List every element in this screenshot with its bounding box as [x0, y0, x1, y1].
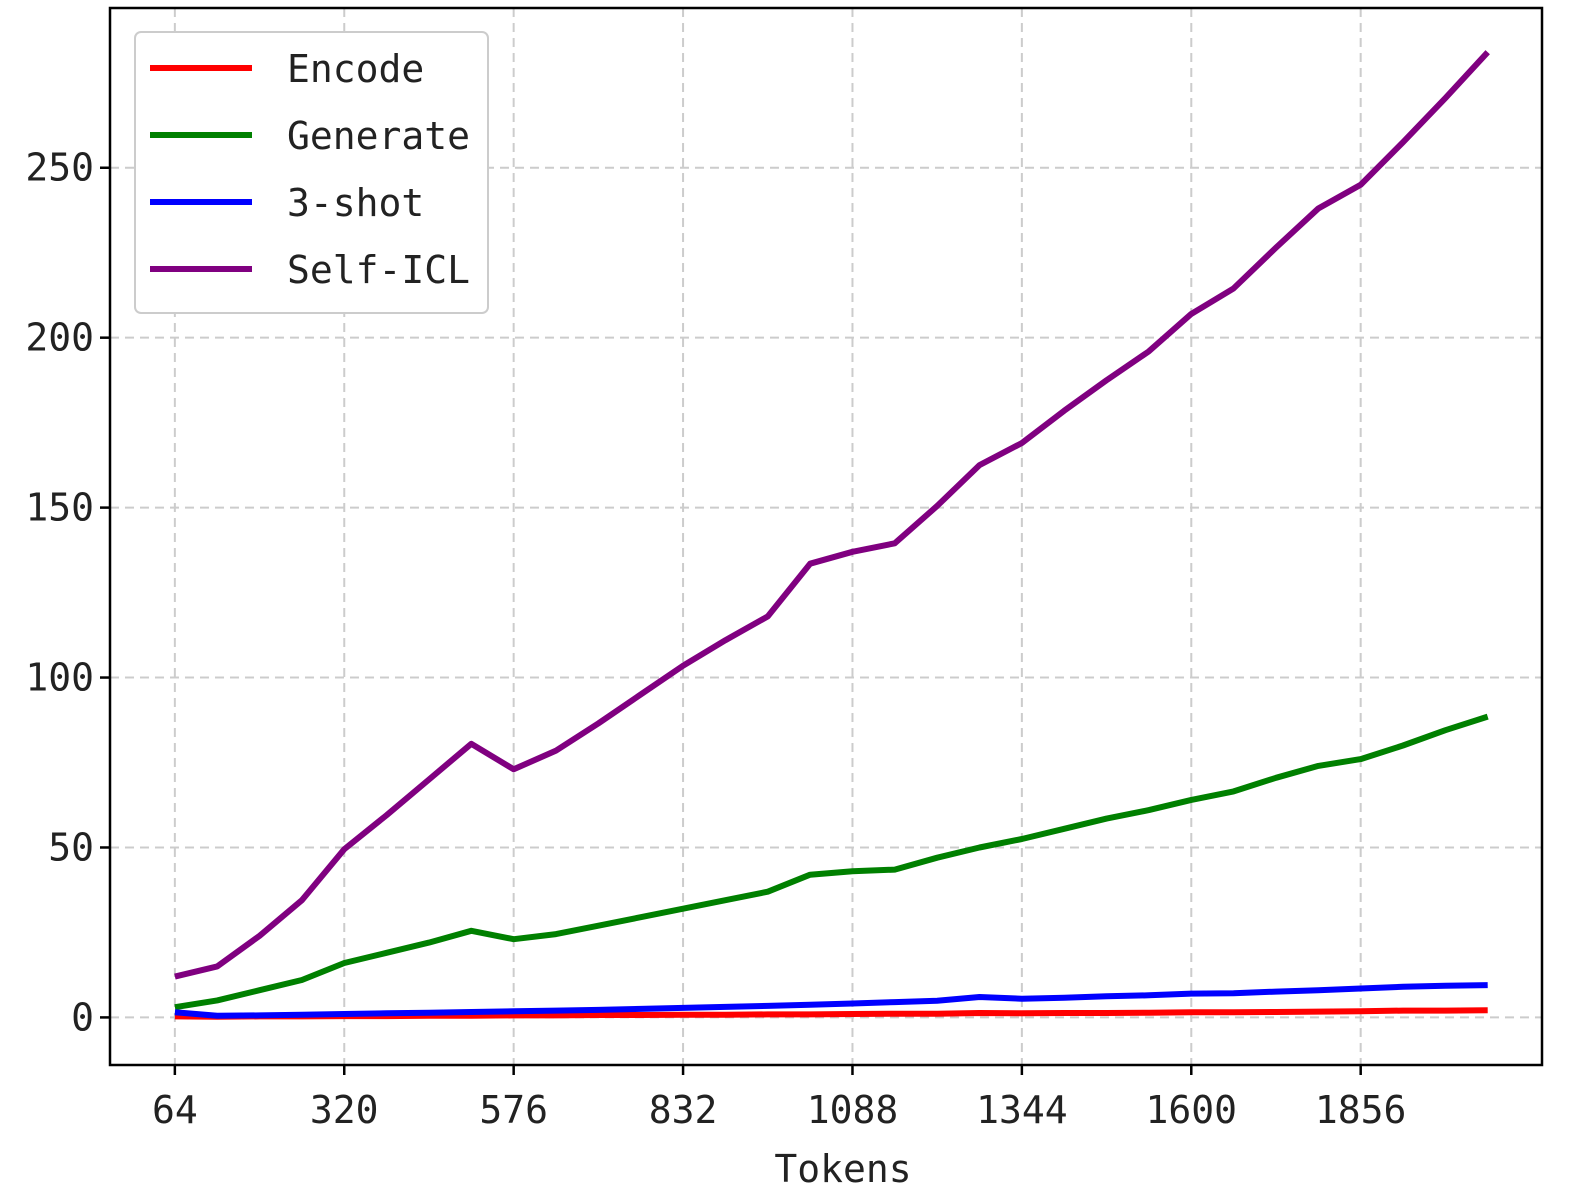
plot-frame: [108, 6, 1544, 1067]
y-tick-label: 50: [48, 825, 94, 869]
y-tick-label: 250: [25, 146, 94, 190]
y-tick-label: 0: [71, 995, 94, 1039]
series-line-self-icl: [174, 50, 1490, 980]
x-tick-label: 1600: [1146, 1088, 1238, 1132]
series-line-3-shot: [174, 982, 1488, 1019]
series-lines: [174, 50, 1490, 1020]
x-tick-label: 1344: [976, 1088, 1068, 1132]
legend-label: Encode: [287, 47, 424, 91]
y-tick-label: 100: [25, 656, 94, 700]
axis-ticks: 64 320 576 832 1088 1344 1600 1856 0 50 100 150 200 2…: [25, 146, 1406, 1132]
y-tick-label: 200: [25, 316, 94, 360]
x-tick-label: 64: [152, 1088, 198, 1132]
grid: [110, 8, 1542, 1065]
x-axis-title: Tokens: [774, 1147, 911, 1191]
x-tick-label: 1088: [807, 1088, 899, 1132]
legend-label: Self-ICL: [287, 248, 470, 292]
legend-label: 3-shot: [287, 181, 424, 225]
series-line-generate: [174, 713, 1489, 1011]
legend: Encode Generate 3-shot Self-ICL: [134, 31, 489, 314]
legend-label: Generate: [287, 114, 470, 158]
y-tick-label: 150: [25, 486, 94, 530]
x-tick-label: 832: [649, 1088, 718, 1132]
x-tick-label: 320: [310, 1088, 379, 1132]
x-tick-label: 576: [479, 1088, 548, 1132]
x-tick-label: 1856: [1315, 1088, 1407, 1132]
legend-box: [134, 31, 489, 314]
